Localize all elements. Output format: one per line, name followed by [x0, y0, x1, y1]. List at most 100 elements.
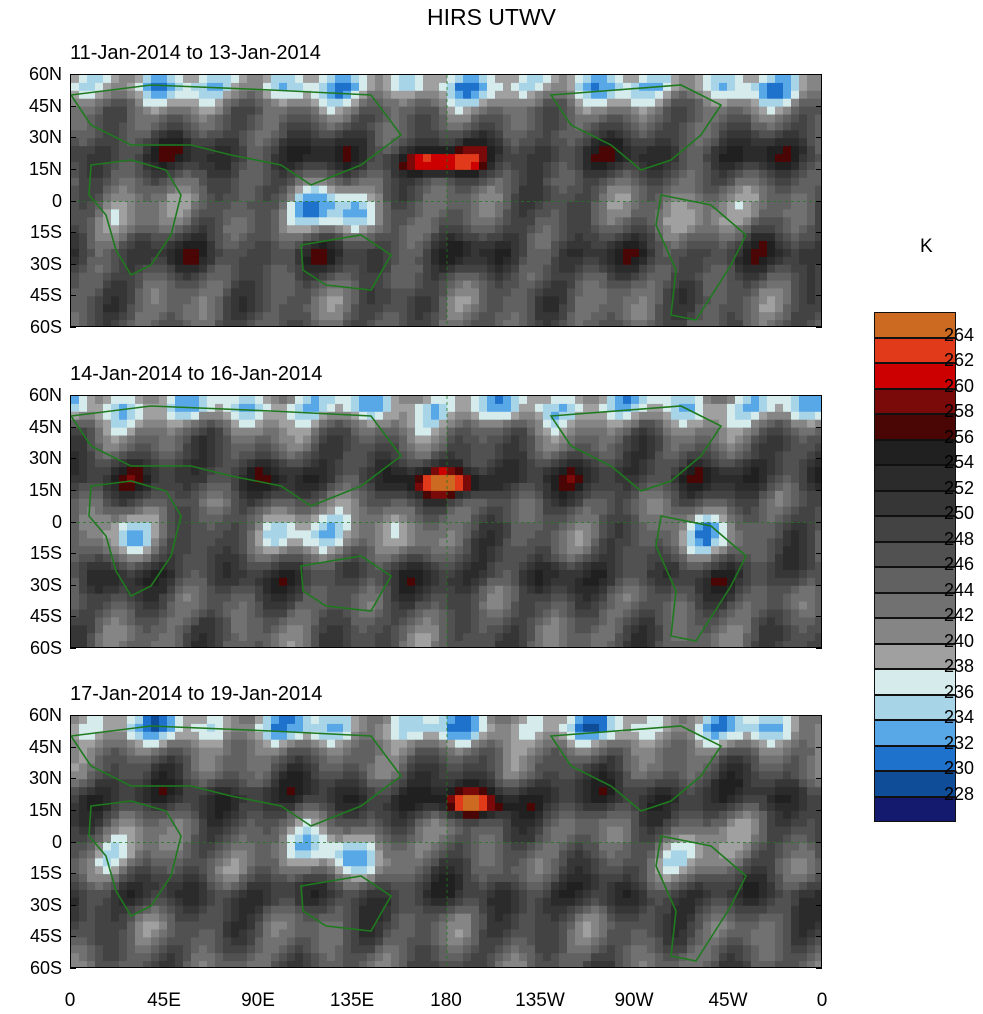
field-cell: [775, 193, 784, 203]
field-cell: [295, 98, 304, 108]
field-cell: [183, 154, 192, 163]
field-cell: [495, 161, 504, 171]
field-cell: [431, 475, 440, 484]
field-cell: [367, 403, 376, 413]
field-cell: [303, 201, 312, 211]
field-cell: [783, 209, 792, 218]
field-cell: [79, 161, 88, 171]
field-cell: [623, 169, 632, 179]
field-cell: [95, 506, 104, 516]
field-cell: [511, 554, 520, 563]
field-cell: [543, 435, 552, 445]
field-cell: [623, 419, 632, 429]
field-cell: [559, 185, 568, 195]
field-cell: [799, 217, 808, 226]
field-cell: [335, 177, 344, 187]
field-cell: [615, 435, 624, 445]
field-cell: [71, 296, 80, 305]
field-cell: [119, 264, 128, 274]
field-cell: [223, 233, 232, 242]
field-cell: [415, 161, 424, 171]
field-cell: [591, 419, 600, 429]
field-cell: [815, 288, 821, 297]
field-cell: [791, 443, 800, 452]
field-cell: [159, 106, 168, 116]
field-cell: [471, 304, 480, 313]
field-cell: [431, 82, 440, 92]
field-cell: [343, 90, 352, 100]
field-cell: [631, 554, 640, 563]
field-cell: [383, 201, 392, 211]
field-cell: [383, 272, 392, 282]
field-cell: [271, 130, 280, 139]
field-cell: [815, 146, 821, 155]
field-cell: [703, 411, 712, 421]
field-cell: [207, 443, 216, 452]
field-cell: [239, 209, 248, 218]
field-cell: [527, 403, 536, 413]
field-cell: [383, 233, 392, 242]
field-cell: [335, 264, 344, 274]
field-cell: [423, 514, 432, 524]
field-cell: [103, 498, 112, 508]
field-cell: [95, 320, 104, 326]
field-cell: [695, 475, 704, 484]
field-cell: [591, 233, 600, 242]
field-cell: [495, 530, 504, 539]
field-cell: [719, 304, 728, 313]
field-cell: [79, 217, 88, 226]
field-cell: [671, 233, 680, 242]
field-cell: [255, 161, 264, 171]
field-cell: [271, 185, 280, 195]
field-cell: [151, 146, 160, 155]
field-cell: [615, 296, 624, 305]
field-cell: [167, 459, 176, 468]
field-cell: [663, 122, 672, 131]
field-cell: [751, 403, 760, 413]
field-cell: [455, 320, 464, 326]
field-cell: [695, 130, 704, 139]
field-cell: [783, 130, 792, 139]
field-cell: [167, 304, 176, 313]
field-cell: [415, 264, 424, 274]
field-cell: [95, 419, 104, 429]
field-cell: [743, 312, 752, 321]
field-cell: [567, 443, 576, 452]
field-cell: [431, 130, 440, 139]
field-cell: [295, 114, 304, 124]
field-cell: [207, 538, 216, 547]
field-cell: [503, 506, 512, 516]
field-cell: [791, 256, 800, 266]
field-cell: [647, 506, 656, 516]
field-cell: [479, 201, 488, 211]
field-cell: [655, 435, 664, 445]
field-cell: [95, 475, 104, 484]
field-cell: [647, 296, 656, 305]
field-cell: [567, 475, 576, 484]
field-cell: [415, 304, 424, 313]
field-cell: [127, 443, 136, 452]
field-cell: [391, 256, 400, 266]
field-cell: [183, 304, 192, 313]
field-cell: [431, 90, 440, 100]
field-cell: [175, 304, 184, 313]
field-cell: [767, 146, 776, 155]
field-cell: [583, 427, 592, 437]
field-cell: [679, 403, 688, 413]
field-cell: [495, 272, 504, 282]
field-cell: [231, 217, 240, 226]
field-cell: [511, 522, 520, 532]
field-cell: [791, 288, 800, 297]
field-cell: [719, 209, 728, 218]
field-cell: [567, 217, 576, 226]
field-cell: [263, 82, 272, 92]
field-cell: [479, 185, 488, 195]
field-cell: [223, 459, 232, 468]
field-cell: [391, 161, 400, 171]
field-cell: [351, 459, 360, 468]
field-cell: [383, 90, 392, 100]
field-cell: [695, 225, 704, 234]
field-cell: [103, 106, 112, 116]
field-cell: [311, 482, 320, 492]
field-cell: [183, 264, 192, 274]
